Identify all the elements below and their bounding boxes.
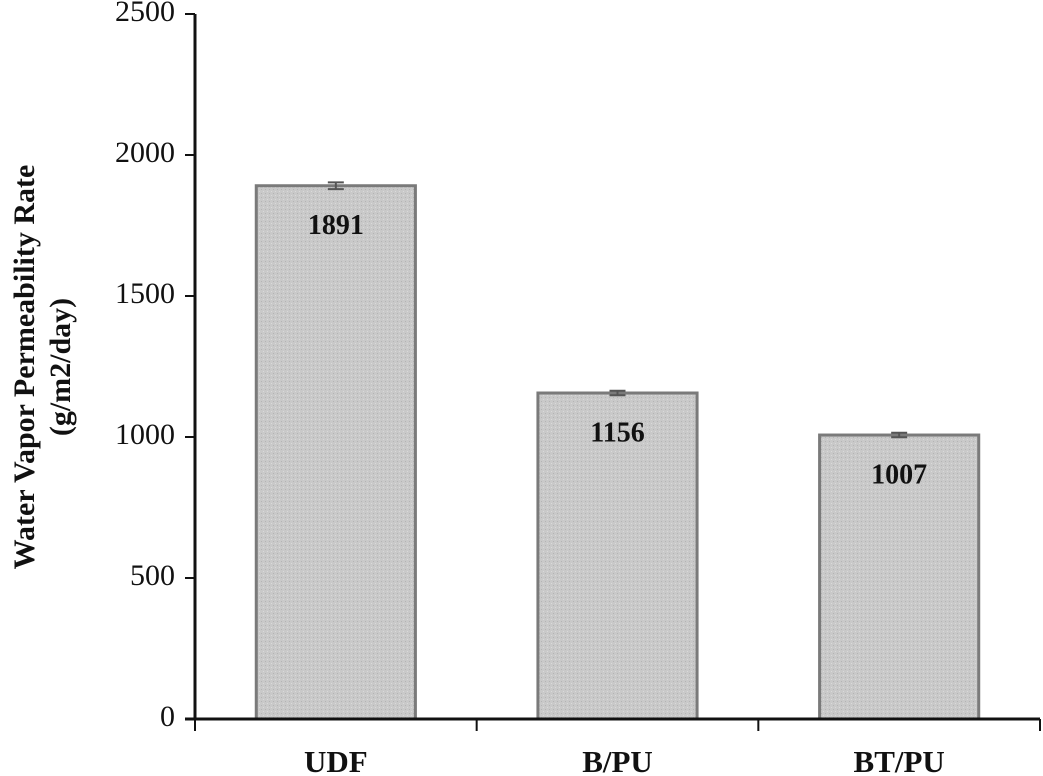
y-axis-label-line: Water Vapor Permeability Rate [8,165,41,570]
y-tick-label: 500 [130,559,175,592]
y-tick-label: 0 [160,700,175,733]
value-label: 1891 [308,210,364,241]
x-tick-label: B/PU [582,744,653,776]
x-tick-label: BT/PU [854,744,945,776]
y-tick-label: 1500 [115,277,175,310]
value-label: 1007 [871,459,927,490]
x-tick-label: UDF [304,744,368,776]
error-bar [891,431,908,439]
bar [536,391,699,721]
y-tick-label: 2500 [115,0,175,28]
y-axis-label-line: (g/m2/day) [44,298,77,436]
y-axis-label: Water Vapor Permeability Rate (g/m2/day) [8,165,77,570]
value-label: 1156 [590,417,644,448]
error-bar [609,389,626,397]
y-tick-label: 1000 [115,418,175,451]
bar [254,184,417,721]
y-tick-label: 2000 [115,136,175,169]
error-bar [327,181,344,191]
